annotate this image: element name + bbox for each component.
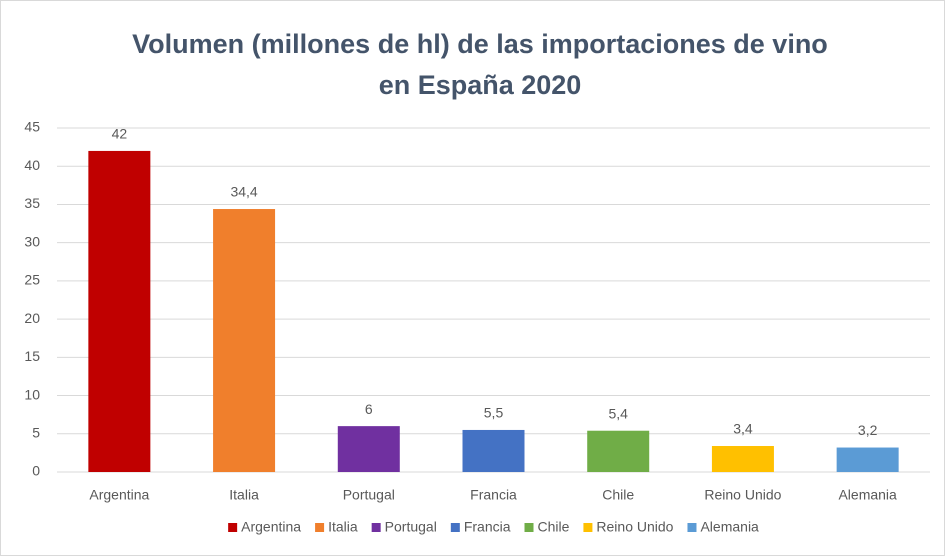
bar [836,447,899,472]
legend-swatch [315,523,325,532]
data-label: 34,4 [230,184,257,200]
data-label: 5,5 [484,405,504,421]
legend-label: Portugal [385,519,437,535]
y-tick-label: 30 [24,233,40,249]
x-tick-label: Argentina [89,487,149,503]
bar [88,150,151,472]
x-tick-label: Chile [602,487,634,503]
legend-label: Reino Unido [596,519,673,535]
chart-title: en España 2020 [379,70,582,100]
data-label: 3,4 [733,421,753,437]
legend-swatch [524,523,534,532]
legend-swatch [583,523,593,532]
y-tick-label: 20 [24,310,40,326]
y-tick-label: 45 [24,119,40,135]
chart-title: Volumen (millones de hl) de las importac… [132,29,828,59]
x-tick-label: Reino Unido [704,487,781,503]
bar [213,209,276,472]
y-tick-label: 35 [24,195,40,211]
legend-label: Argentina [241,519,301,535]
bar [462,429,525,472]
bar [337,426,400,472]
legend-swatch [228,523,238,532]
data-label: 3,2 [858,422,878,438]
data-label: 42 [112,126,128,142]
y-tick-label: 5 [32,424,40,440]
y-tick-label: 10 [24,386,40,402]
legend-swatch [687,523,697,532]
data-label: 5,4 [608,405,628,421]
bar [711,446,774,472]
x-tick-label: Alemania [838,487,897,503]
y-tick-label: 40 [24,157,40,173]
legend-label: Alemania [700,519,759,535]
data-label: 6 [365,401,373,417]
x-tick-label: Italia [229,487,259,503]
x-tick-label: Francia [470,487,517,503]
legend-swatch [450,523,460,532]
y-tick-label: 25 [24,272,40,288]
legend-label: Chile [538,519,570,535]
x-tick-label: Portugal [343,487,395,503]
legend-label: Francia [464,519,511,535]
legend-label: Italia [328,519,358,535]
y-tick-label: 15 [24,348,40,364]
y-tick-label: 0 [32,463,40,479]
legend-swatch [371,523,381,532]
bar [587,430,650,472]
